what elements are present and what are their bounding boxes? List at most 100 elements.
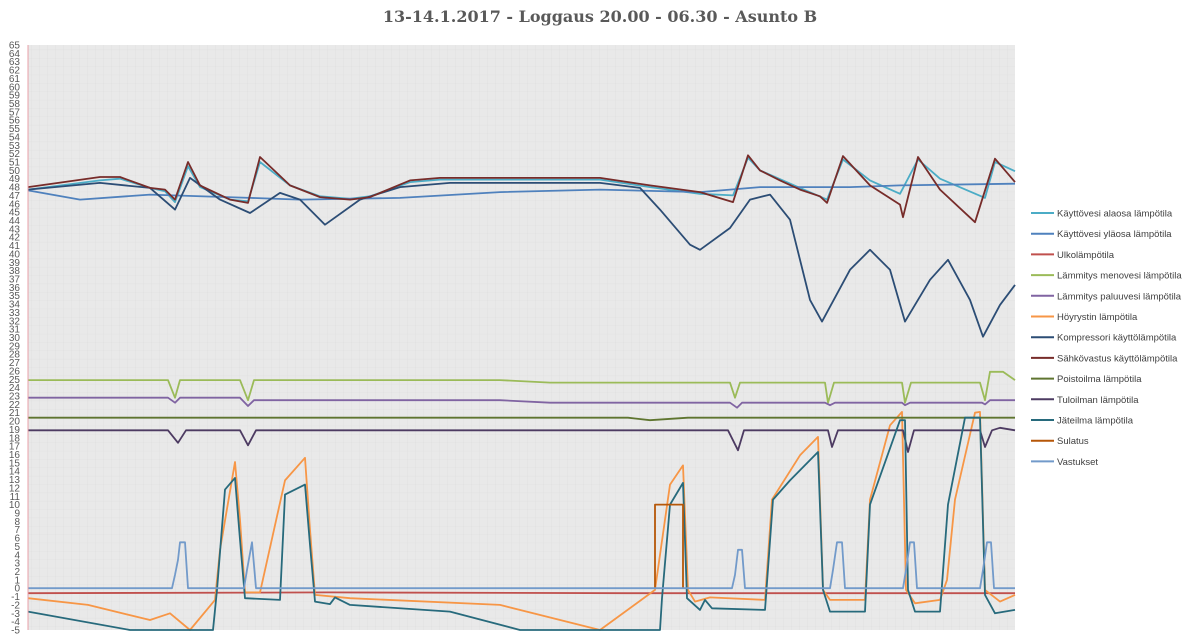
y-tick-label: 3 bbox=[14, 559, 20, 570]
y-tick-label: 64 bbox=[9, 49, 21, 60]
legend-label: Lämmitys menovesi lämpötila bbox=[1057, 271, 1182, 282]
legend-label: Jäteilma lämpötila bbox=[1057, 416, 1134, 427]
legend-label: Ulkolämpötila bbox=[1057, 250, 1115, 261]
legend-item: Vastukset bbox=[1031, 457, 1098, 468]
y-tick-label: 38 bbox=[9, 266, 21, 277]
plot-area bbox=[28, 45, 1015, 630]
legend-label: Tuloilman lämpötila bbox=[1057, 395, 1139, 406]
legend-label: Sähkövastus käyttölämpötila bbox=[1057, 353, 1178, 364]
legend-item: Tuloilman lämpötila bbox=[1031, 395, 1139, 406]
legend-item: Käyttövesi yläosa lämpötila bbox=[1031, 229, 1172, 240]
chart-title: 13-14.1.2017 - Loggaus 20.00 - 06.30 - A… bbox=[382, 7, 818, 26]
y-tick-label: 20 bbox=[9, 417, 21, 428]
y-tick-label: 61 bbox=[9, 74, 21, 85]
series-line bbox=[27, 177, 1016, 338]
series-line bbox=[27, 591, 1015, 595]
legend-label: Sulatus bbox=[1057, 436, 1089, 447]
y-tick-label: 5 bbox=[14, 542, 20, 553]
y-tick-label: 32 bbox=[9, 316, 21, 327]
legend-label: Käyttövesi alaosa lämpötila bbox=[1057, 209, 1173, 220]
legend-item: Lämmitys menovesi lämpötila bbox=[1031, 271, 1182, 282]
series-line bbox=[28, 370, 1016, 404]
y-tick-label: 0 bbox=[14, 584, 20, 595]
series-line bbox=[28, 396, 1015, 409]
y-tick-label: 42 bbox=[9, 233, 21, 244]
y-tick-label: 58 bbox=[9, 99, 21, 110]
y-tick-label: 41 bbox=[9, 241, 21, 252]
y-tick-label: 40 bbox=[9, 249, 21, 260]
y-tick-label: 19 bbox=[9, 425, 21, 436]
legend-item: Käyttövesi alaosa lämpötila bbox=[1031, 209, 1173, 220]
y-tick-label: 37 bbox=[9, 275, 21, 286]
y-tick-label: -3 bbox=[11, 609, 20, 620]
y-tick-label: 55 bbox=[9, 124, 21, 135]
series-line bbox=[27, 411, 1016, 631]
series-line bbox=[28, 416, 1015, 422]
y-tick-label: 57 bbox=[9, 107, 21, 118]
y-tick-label: 9 bbox=[14, 509, 20, 520]
y-tick-label: 31 bbox=[9, 325, 21, 336]
y-tick-label: 10 bbox=[9, 500, 21, 511]
y-tick-label: 46 bbox=[9, 199, 21, 210]
y-tick-label: 43 bbox=[9, 224, 21, 235]
y-tick-label: 56 bbox=[9, 116, 21, 127]
y-tick-label: 22 bbox=[9, 400, 21, 411]
y-tick-label: 53 bbox=[9, 141, 21, 152]
y-tick-label: 63 bbox=[9, 57, 21, 68]
legend-label: Käyttövesi yläosa lämpötila bbox=[1057, 229, 1172, 240]
legend-label: Kompressori käyttölämpötila bbox=[1057, 333, 1177, 344]
series-line bbox=[27, 156, 1016, 203]
y-tick-label: 36 bbox=[9, 283, 21, 294]
y-tick-label: 21 bbox=[9, 408, 21, 419]
y-tick-label: -2 bbox=[11, 600, 20, 611]
y-tick-label: 12 bbox=[9, 483, 21, 494]
legend-label: Poistoilma lämpötila bbox=[1057, 374, 1142, 385]
y-tick-label: 16 bbox=[9, 450, 21, 461]
legend-item: Poistoilma lämpötila bbox=[1031, 374, 1142, 385]
y-tick-label: 25 bbox=[9, 375, 21, 386]
y-tick-label: 1 bbox=[14, 575, 20, 586]
legend-item: Jäteilma lämpötila bbox=[1031, 416, 1134, 427]
series-line bbox=[28, 541, 1015, 590]
y-tick-label: 49 bbox=[9, 174, 21, 185]
y-tick-label: -5 bbox=[11, 626, 20, 637]
y-tick-label: 45 bbox=[9, 208, 21, 219]
y-tick-label: 35 bbox=[9, 291, 21, 302]
y-tick-label: 48 bbox=[9, 183, 21, 194]
series-line bbox=[27, 182, 1016, 201]
y-tick-label: -4 bbox=[11, 617, 20, 628]
legend-item: Ulkolämpötila bbox=[1031, 250, 1115, 261]
y-tick-label: 27 bbox=[9, 358, 21, 369]
y-tick-label: 54 bbox=[9, 132, 21, 143]
y-tick-label: 7 bbox=[14, 525, 20, 536]
y-tick-label: 50 bbox=[9, 166, 21, 177]
y-tick-label: 60 bbox=[9, 82, 21, 93]
y-tick-label: 23 bbox=[9, 392, 21, 403]
y-tick-label: 65 bbox=[9, 41, 21, 52]
legend-item: Lämmitys paluuvesi lämpötila bbox=[1031, 291, 1182, 302]
y-tick-label: 11 bbox=[10, 492, 21, 503]
series-line bbox=[27, 416, 1016, 631]
y-tick-label: 6 bbox=[14, 534, 20, 545]
legend-item: Sähkövastus käyttölämpötila bbox=[1031, 353, 1178, 364]
series-line bbox=[654, 503, 684, 589]
y-tick-label: 52 bbox=[9, 149, 21, 160]
y-tick-label: 15 bbox=[9, 458, 21, 469]
y-tick-label: 62 bbox=[9, 66, 21, 77]
series-line bbox=[27, 154, 1016, 224]
legend-label: Vastukset bbox=[1057, 457, 1098, 468]
y-tick-label: 28 bbox=[9, 350, 21, 361]
y-tick-label: 13 bbox=[9, 475, 21, 486]
y-tick-label: 18 bbox=[9, 433, 21, 444]
series-line bbox=[28, 426, 1016, 453]
legend-label: Höyrystin lämpötila bbox=[1057, 312, 1138, 323]
y-tick-label: -1 bbox=[11, 592, 20, 603]
y-tick-label: 51 bbox=[9, 158, 21, 169]
y-tick-label: 59 bbox=[9, 91, 21, 102]
legend-item: Sulatus bbox=[1031, 436, 1089, 447]
legend-item: Kompressori käyttölämpötila bbox=[1031, 333, 1177, 344]
y-tick-label: 47 bbox=[9, 191, 21, 202]
y-tick-label: 30 bbox=[9, 333, 21, 344]
y-tick-label: 24 bbox=[9, 383, 21, 394]
